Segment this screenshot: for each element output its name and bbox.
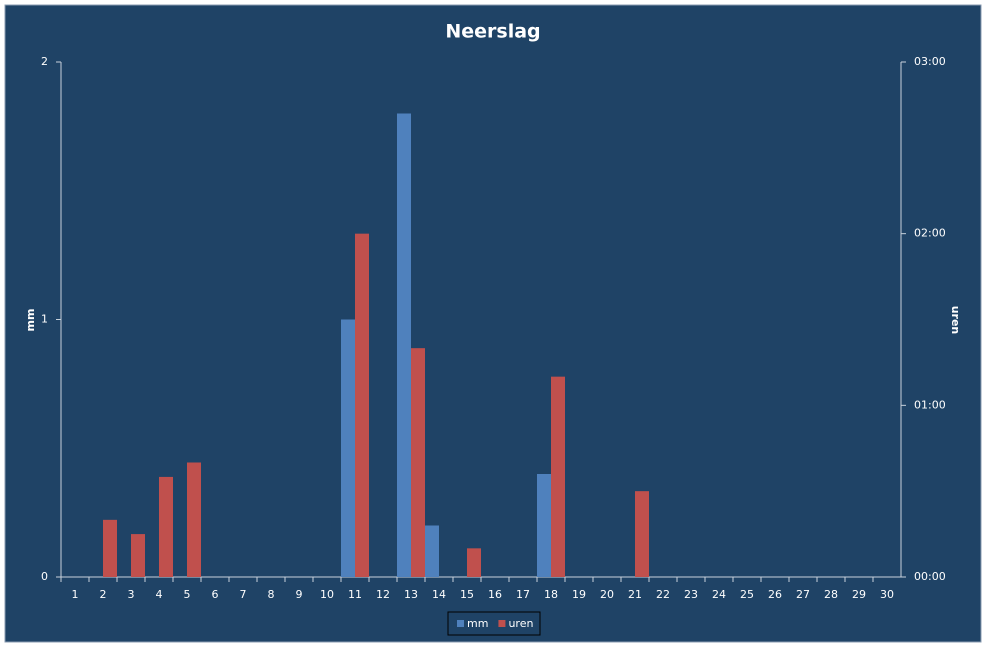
- x-tick-label: 1: [72, 588, 79, 601]
- x-tick-label: 10: [320, 588, 334, 601]
- x-tick-label: 2: [100, 588, 107, 601]
- y-tick-label: 0: [41, 570, 48, 583]
- x-tick-label: 4: [156, 588, 163, 601]
- x-tick-label: 3: [128, 588, 135, 601]
- bar: [159, 476, 173, 577]
- bar: [425, 525, 439, 577]
- x-tick-label: 19: [572, 588, 586, 601]
- x-tick-label: 30: [880, 588, 894, 601]
- y-tick-label: 1: [41, 313, 48, 326]
- bar: [341, 319, 355, 577]
- legend-box: [447, 611, 541, 636]
- legend-swatch: [457, 620, 464, 627]
- x-tick-label: 8: [268, 588, 275, 601]
- legend-label: uren: [508, 617, 533, 630]
- bar: [103, 519, 117, 577]
- y2-tick-label: 02:00: [914, 227, 946, 240]
- x-tick-label: 26: [768, 588, 782, 601]
- x-tick-label: 23: [684, 588, 698, 601]
- x-tick-label: 17: [516, 588, 530, 601]
- x-tick-label: 22: [656, 588, 670, 601]
- x-tick-label: 18: [544, 588, 558, 601]
- bar: [131, 534, 145, 577]
- bar: [551, 376, 565, 577]
- x-tick-label: 25: [740, 588, 754, 601]
- legend-swatch: [498, 620, 506, 627]
- x-tick-label: 21: [628, 588, 642, 601]
- bar: [411, 348, 425, 577]
- x-tick-label: 27: [796, 588, 810, 601]
- y-axis-label: mm: [24, 309, 37, 332]
- x-tick-label: 5: [184, 588, 191, 601]
- y2-tick-label: 03:00: [914, 55, 946, 68]
- legend-label: mm: [467, 617, 488, 630]
- x-tick-label: 15: [460, 588, 474, 601]
- x-tick-label: 11: [348, 588, 362, 601]
- x-tick-label: 28: [824, 588, 838, 601]
- bar: [635, 491, 649, 577]
- bar: [187, 462, 201, 577]
- x-tick-label: 16: [488, 588, 502, 601]
- x-tick-label: 7: [240, 588, 247, 601]
- bar: [467, 548, 481, 577]
- bar: [355, 233, 369, 577]
- y2-axis-label: uren: [949, 306, 962, 335]
- y2-tick-label: 01:00: [914, 398, 946, 411]
- x-tick-label: 14: [432, 588, 446, 601]
- x-tick-label: 12: [376, 588, 390, 601]
- x-tick-label: 29: [852, 588, 866, 601]
- chart-background: [4, 4, 982, 643]
- x-tick-label: 24: [712, 588, 726, 601]
- x-tick-label: 9: [296, 588, 303, 601]
- x-tick-label: 13: [404, 588, 418, 601]
- x-tick-label: 20: [600, 588, 614, 601]
- bar: [397, 113, 411, 577]
- x-tick-label: 6: [212, 588, 219, 601]
- y-tick-label: 2: [41, 55, 48, 68]
- y2-tick-label: 00:00: [914, 570, 946, 583]
- bar: [537, 474, 551, 577]
- chart-title: Neerslag: [445, 21, 540, 43]
